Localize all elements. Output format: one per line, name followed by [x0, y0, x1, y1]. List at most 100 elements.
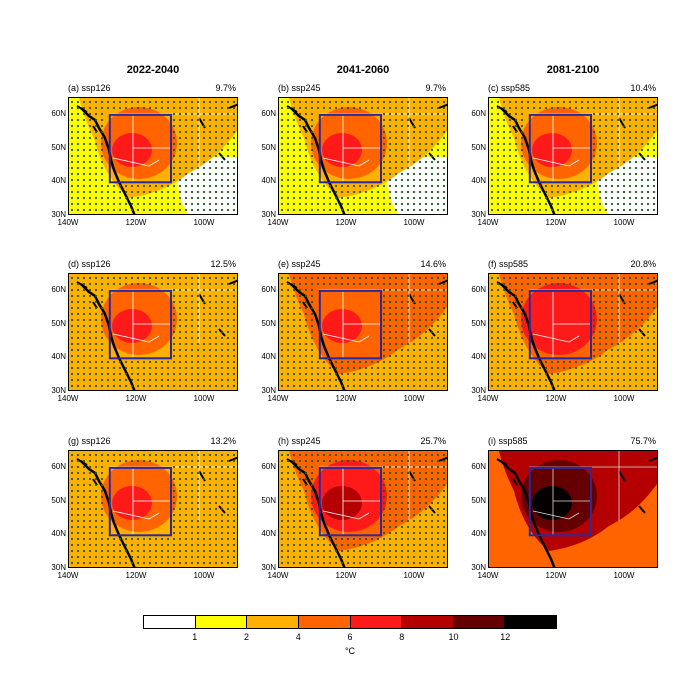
stipple-dot [388, 142, 392, 146]
stipple-dot [340, 549, 344, 553]
stipple-dot [436, 288, 440, 292]
coastline-islands [286, 456, 447, 514]
stipple-dot [640, 354, 644, 358]
lat-tick-label: 30N [261, 210, 276, 219]
colorbar-segment [453, 616, 506, 628]
stipple-dot [418, 106, 422, 110]
stipple-dot [382, 354, 386, 358]
stipple-dot [178, 148, 182, 152]
stipple-dot [76, 148, 80, 152]
stipple-dot [400, 561, 404, 565]
region-box [528, 113, 592, 184]
stipple-dot [382, 118, 386, 122]
stipple-dot [328, 561, 332, 565]
stipple-dot [322, 372, 326, 376]
stipple-dot [304, 282, 308, 286]
stipple-dot [310, 208, 314, 212]
stipple-dot [202, 282, 206, 286]
stipple-dot [490, 100, 494, 104]
stipple-dot [202, 172, 206, 176]
stipple-dot [346, 378, 350, 382]
stipple-dot [292, 495, 296, 499]
panel-label: (g) ssp126 [68, 436, 111, 446]
stipple-dot [286, 124, 290, 128]
stipple-dot [532, 276, 536, 280]
stipple-dot [508, 324, 512, 328]
stipple-dot [436, 106, 440, 110]
stipple-dot [286, 378, 290, 382]
stipple-dot [652, 378, 656, 382]
stipple-dot [634, 178, 638, 182]
stipple-dot [136, 543, 140, 547]
stipple-dot [130, 196, 134, 200]
stipple-dot [136, 184, 140, 188]
stipple-dot [184, 312, 188, 316]
stipple-dot [142, 276, 146, 280]
stipple-dot [388, 360, 392, 364]
stipple-dot [526, 360, 530, 364]
stipple-dot [178, 288, 182, 292]
stipple-dot [412, 330, 416, 334]
stipple-dot [370, 184, 374, 188]
stipple-dot [214, 465, 218, 469]
stipple-dot [196, 160, 200, 164]
stipple-dot [604, 190, 608, 194]
stipple-dot [592, 384, 596, 388]
stipple-dot [604, 130, 608, 134]
stipple-dot [532, 100, 536, 104]
stipple-dot [130, 384, 134, 388]
stipple-dot [340, 537, 344, 541]
stipple-dot [610, 106, 614, 110]
stipple-dot [82, 477, 86, 481]
stipple-dot [406, 513, 410, 517]
stipple-dot [226, 312, 230, 316]
stipple-dot [226, 300, 230, 304]
stipple-dot [82, 537, 86, 541]
lat-tick-label: 60N [471, 109, 486, 118]
stipple-dot [646, 148, 650, 152]
stipple-dot [418, 118, 422, 122]
stipple-dot [178, 300, 182, 304]
stipple-dot [538, 366, 542, 370]
stipple-dot [316, 453, 320, 457]
colorbar-segment [144, 616, 196, 628]
stipple-dot [88, 378, 92, 382]
stipple-dot [514, 330, 518, 334]
stipple-dot [604, 100, 608, 104]
stipple-dot [646, 354, 650, 358]
stipple-dot [502, 202, 506, 206]
stipple-dot [298, 330, 302, 334]
stipple-dot [442, 124, 446, 128]
stipple-dot [166, 190, 170, 194]
stipple-dot [412, 124, 416, 128]
stipple-dot [334, 372, 338, 376]
contour-level-3 [112, 309, 152, 343]
lat-tick-label: 60N [51, 285, 66, 294]
stipple-dot [388, 348, 392, 352]
coastline-islands [496, 103, 657, 161]
stipple-dot [622, 106, 626, 110]
stipple-dot [394, 148, 398, 152]
stipple-dot [94, 306, 98, 310]
stipple-dot [304, 501, 308, 505]
stipple-dot [574, 378, 578, 382]
panel-percent: 75.7% [630, 436, 656, 446]
stipple-dot [220, 124, 224, 128]
stipple-dot [70, 489, 74, 493]
stipple-dot [220, 142, 224, 146]
stipple-dot [208, 549, 212, 553]
stipple-dot [328, 208, 332, 212]
stipple-dot [190, 366, 194, 370]
stipple-dot [208, 501, 212, 505]
stipple-dot [76, 354, 80, 358]
stipple-dot [280, 453, 284, 457]
stipple-dot [196, 561, 200, 565]
stipple-dot [178, 184, 182, 188]
stipple-dot [424, 378, 428, 382]
stipple-dot [442, 555, 446, 559]
stipple-dot [502, 136, 506, 140]
stipple-dot [298, 118, 302, 122]
stipple-dot [214, 336, 218, 340]
stipple-dot [502, 118, 506, 122]
stipple-dot [388, 366, 392, 370]
